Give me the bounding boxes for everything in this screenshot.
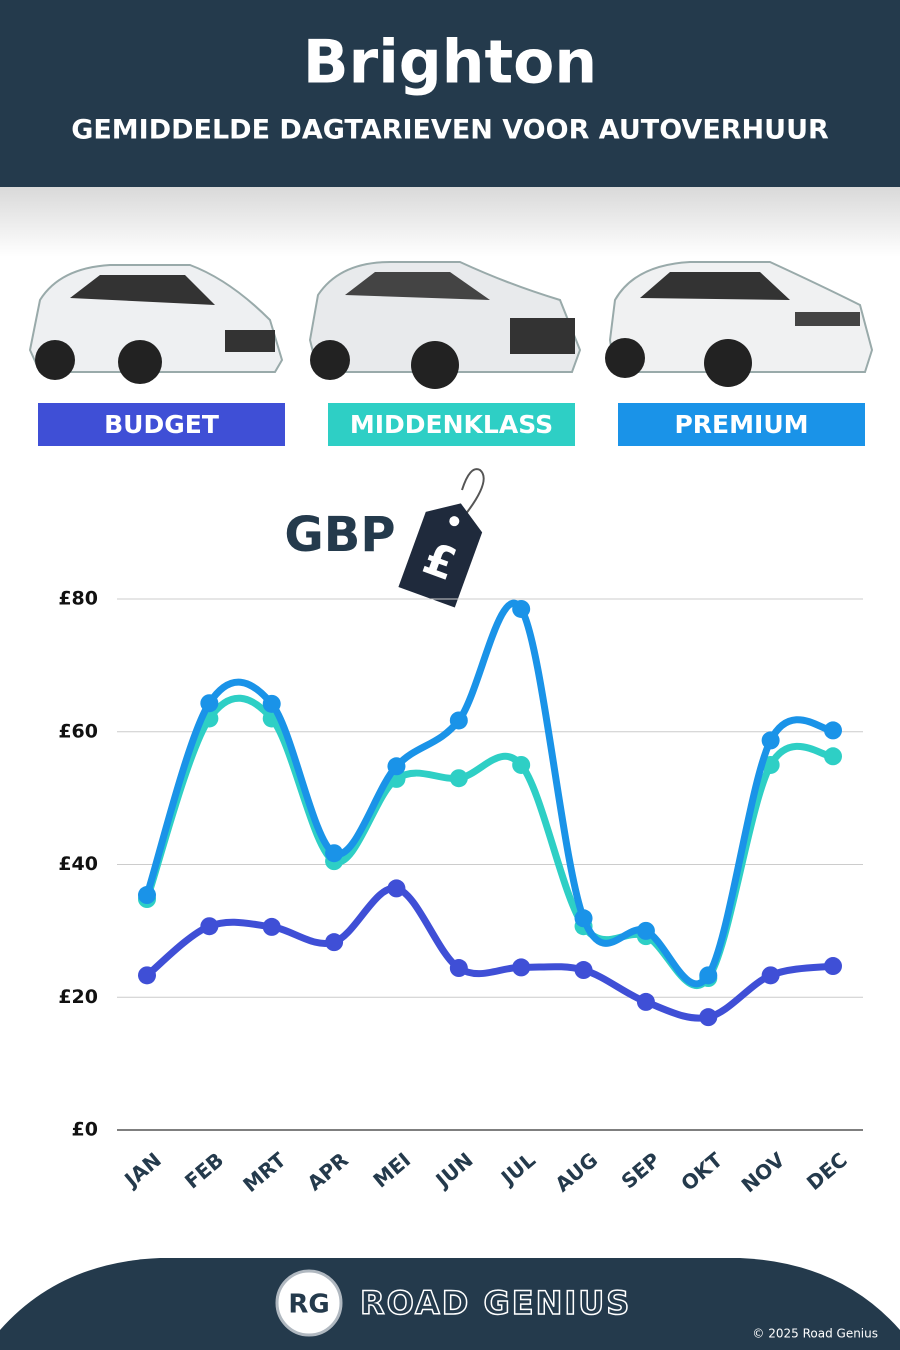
copyright: © 2025 Road Genius — [752, 1327, 878, 1341]
point — [138, 886, 156, 905]
chart-subtitle: GEMIDDELDE DAGTARIEVEN VOOR AUTOVERHUUR — [71, 115, 829, 146]
y-tick-label: £80 — [58, 588, 98, 610]
header-shadow — [0, 187, 900, 257]
point — [761, 731, 780, 750]
x-tick-label: FEB — [180, 1148, 228, 1194]
legend-label: MIDDENKLASS — [350, 410, 553, 439]
point — [387, 757, 406, 776]
x-tick-label: NOV — [737, 1147, 790, 1197]
point — [512, 599, 531, 618]
legend-swatch — [328, 403, 575, 446]
x-tick-label: MRT — [238, 1147, 291, 1196]
point — [824, 747, 842, 766]
price-tag: £ — [398, 503, 483, 608]
y-tick-label: £60 — [58, 720, 98, 742]
x-tick-label: JAN — [118, 1148, 165, 1193]
x-tick-label: AUG — [550, 1148, 602, 1197]
x-tick-label: MEI — [368, 1148, 415, 1193]
point — [449, 959, 468, 978]
point — [574, 909, 593, 928]
currency-label: GBP — [284, 507, 395, 563]
legend-swatch — [38, 403, 285, 446]
car-middenklass — [308, 261, 582, 389]
car-premium — [605, 261, 874, 387]
point — [824, 957, 842, 976]
chart-title: Brighton — [303, 28, 597, 98]
point — [636, 921, 655, 940]
tag-string — [461, 468, 485, 516]
point — [574, 961, 593, 980]
x-tick-label: DEC — [802, 1148, 852, 1195]
logo-text: RG — [288, 1290, 329, 1320]
legend-label: PREMIUM — [674, 410, 808, 439]
point — [200, 917, 219, 936]
plot: £0 £20 £40 £60 £80 JAN FEB MRT APR MEI JUN JUL AUG SE… — [58, 588, 863, 1197]
point — [512, 755, 531, 774]
legend: BUDGET MIDDENKLASS PREMIUM — [38, 403, 865, 446]
footer-band — [0, 1258, 900, 1350]
x-tick-label: JUN — [430, 1148, 478, 1194]
brand-name: ROAD GENIUS — [360, 1284, 631, 1322]
point — [761, 966, 780, 985]
x-tick-label: SEP — [616, 1148, 664, 1194]
logo-circle — [275, 1269, 343, 1337]
point — [138, 966, 156, 985]
point — [636, 992, 655, 1011]
y-tick-label: £0 — [72, 1119, 98, 1141]
point — [512, 958, 531, 977]
point — [262, 694, 281, 713]
point — [699, 966, 718, 985]
point — [824, 721, 842, 740]
point — [325, 933, 344, 952]
point — [325, 844, 344, 863]
legend-swatch — [618, 403, 865, 446]
y-tick-label: £40 — [58, 853, 98, 875]
point — [699, 1008, 718, 1027]
point — [200, 694, 219, 713]
point — [449, 769, 468, 788]
point — [449, 711, 468, 730]
legend-label: BUDGET — [104, 410, 219, 439]
series-line — [143, 694, 837, 989]
x-tick-label: JUL — [495, 1148, 540, 1191]
x-tick-label: APR — [303, 1148, 353, 1196]
header-band — [0, 0, 900, 187]
point — [262, 917, 281, 936]
point — [387, 879, 406, 898]
y-tick-label: £20 — [58, 986, 98, 1008]
x-tick-label: OKT — [676, 1147, 727, 1195]
car-budget — [28, 264, 284, 384]
